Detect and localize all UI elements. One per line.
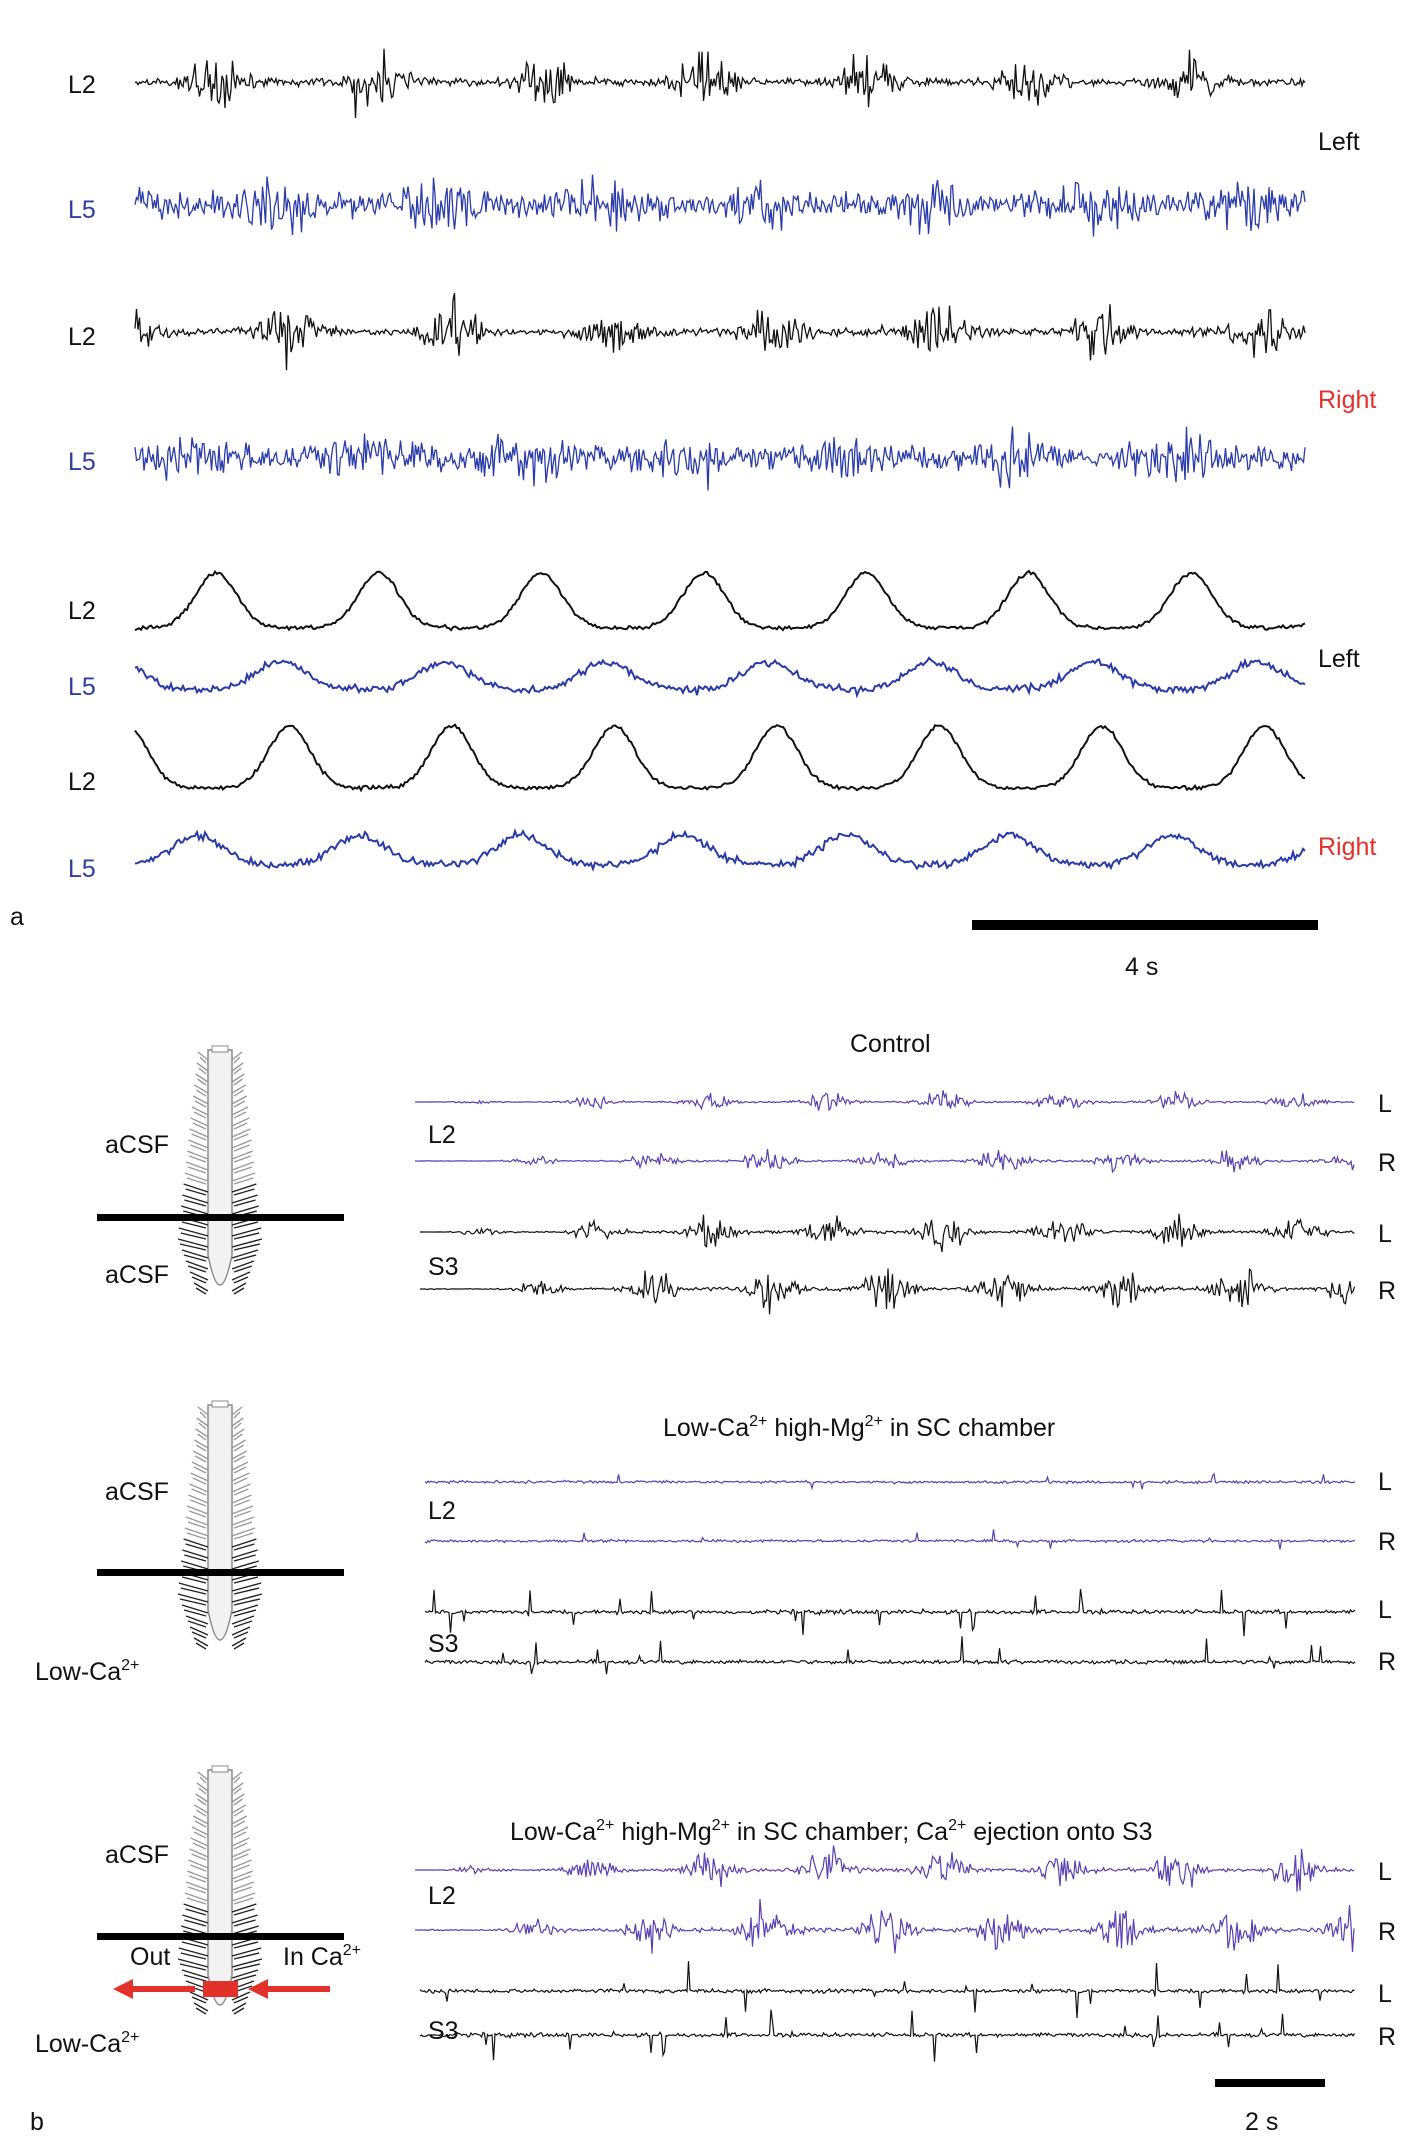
bath-label-lower-low-ca: Low-Ca2+​ — [35, 1657, 139, 1686]
bath-label-upper-ejection: aCSF — [105, 1841, 169, 1869]
nerve-label-l2-low-ca: L2 — [428, 1497, 456, 1525]
spinal-cord-low-ca — [177, 1400, 263, 1650]
panel-letter-a: a — [10, 903, 24, 931]
trace-c2-l2-left — [415, 1845, 1355, 1892]
trace-c2-s3-right — [419, 2009, 1355, 2062]
scale-bar-4s — [972, 920, 1318, 930]
chamber-partition-1 — [97, 1214, 344, 1221]
trace-c0-s3-left — [420, 1213, 1355, 1253]
side-letter-c0-3: R — [1378, 1277, 1396, 1305]
trace-l2-left-raw — [134, 48, 1306, 119]
trace-l2-right-raw — [134, 292, 1306, 371]
trace-c0-s3-right — [420, 1267, 1356, 1315]
bath-label-upper-low-ca: aCSF — [105, 1478, 169, 1506]
panel-b-traces — [415, 1090, 1356, 2062]
raw-traces — [134, 48, 1306, 491]
integrated-traces — [134, 569, 1306, 873]
trace-l5-right-raw — [134, 426, 1306, 491]
side-letter-c1-1: R — [1378, 1528, 1396, 1556]
trace-c1-l2-right — [424, 1529, 1356, 1550]
ca-ejection-pipette — [203, 1981, 238, 1997]
scale-bar-4s-label: 4 s — [1125, 953, 1158, 981]
condition-title-low-ca: Low-Ca2+​ high-Mg2+​ in SC chamber — [663, 1413, 1055, 1442]
side-letter-c2-0: L — [1378, 1858, 1392, 1886]
side-label-left-raw: Left — [1318, 128, 1360, 156]
nerve-label-s3-ejection: S3 — [428, 2017, 459, 2045]
trace-label-l5-right-int: L5 — [68, 855, 96, 883]
arrow-in-label: In Ca2+​ — [283, 1942, 361, 1971]
panel-a: L2 L5 L2 L5 Left Right L2 L5 L2 L5 Left … — [10, 48, 1376, 981]
trace-l5-right-int — [134, 828, 1306, 873]
panel-b: b Control Low-Ca2+​ high-Mg2+​ in SC cha… — [30, 1030, 1396, 2136]
arrow-out — [113, 1979, 195, 1999]
trace-label-l2-left-int: L2 — [68, 597, 96, 625]
trace-c2-l2-right — [415, 1898, 1355, 1954]
trace-l2-right-int — [134, 723, 1306, 793]
chamber-partition-2 — [97, 1569, 344, 1576]
side-label-right-int: Right — [1318, 833, 1376, 861]
side-letter-c2-1: R — [1378, 1918, 1396, 1946]
bath-label-lower-control: aCSF — [105, 1261, 169, 1289]
scale-bar-2s-label: 2 s — [1245, 2108, 1278, 2136]
side-letter-c2-3: R — [1378, 2023, 1396, 2051]
trace-label-l2-left-raw: L2 — [68, 71, 96, 99]
trace-label-l5-right-raw: L5 — [68, 448, 96, 476]
bath-label-upper-control: aCSF — [105, 1131, 169, 1159]
trace-label-l2-right-raw: L2 — [68, 323, 96, 351]
trace-c1-s3-left — [424, 1589, 1356, 1637]
arrow-in — [248, 1979, 330, 1999]
side-letter-c0-2: L — [1378, 1220, 1392, 1248]
trace-label-l5-left-int: L5 — [68, 673, 96, 701]
trace-c1-l2-left — [424, 1472, 1356, 1491]
side-letter-c1-3: R — [1378, 1648, 1396, 1676]
nerve-label-s3-low-ca: S3 — [428, 1630, 459, 1658]
side-letter-c1-2: L — [1378, 1596, 1392, 1624]
trace-c0-l2-left — [415, 1090, 1355, 1112]
trace-l2-left-int — [134, 569, 1306, 632]
trace-c1-s3-right — [424, 1636, 1356, 1675]
trace-label-l5-left-raw: L5 — [68, 196, 96, 224]
spinal-cord-control — [177, 1045, 263, 1295]
nerve-label-s3-control: S3 — [428, 1253, 459, 1281]
side-letter-c0-0: L — [1378, 1090, 1392, 1118]
side-label-right-raw: Right — [1318, 386, 1376, 414]
arrow-out-label: Out — [130, 1943, 170, 1971]
side-label-left-int: Left — [1318, 645, 1360, 673]
condition-title-control: Control — [850, 1030, 931, 1058]
trace-l5-left-raw — [134, 174, 1306, 237]
nerve-label-l2-ejection: L2 — [428, 1882, 456, 1910]
side-letter-c0-1: R — [1378, 1149, 1396, 1177]
chamber-partition-3 — [97, 1933, 344, 1940]
spinal-cord-schematics — [177, 1045, 263, 2015]
condition-title-ca-ejection: Low-Ca2+​ high-Mg2+​ in SC chamber; Ca2+… — [510, 1817, 1153, 1846]
side-letter-c2-2: L — [1378, 1980, 1392, 2008]
spinal-cord-ejection — [177, 1765, 263, 2015]
panel-letter-b: b — [30, 2108, 44, 2136]
nerve-label-l2-control: L2 — [428, 1121, 456, 1149]
bath-label-lower-ejection: Low-Ca2+​ — [35, 2029, 139, 2058]
side-letter-c1-0: L — [1378, 1468, 1392, 1496]
trace-label-l2-right-int: L2 — [68, 768, 96, 796]
trace-l5-left-int — [134, 656, 1306, 699]
trace-c2-s3-left — [419, 1961, 1355, 2019]
scale-bar-2s — [1215, 2079, 1325, 2087]
trace-c0-l2-right — [415, 1149, 1355, 1174]
